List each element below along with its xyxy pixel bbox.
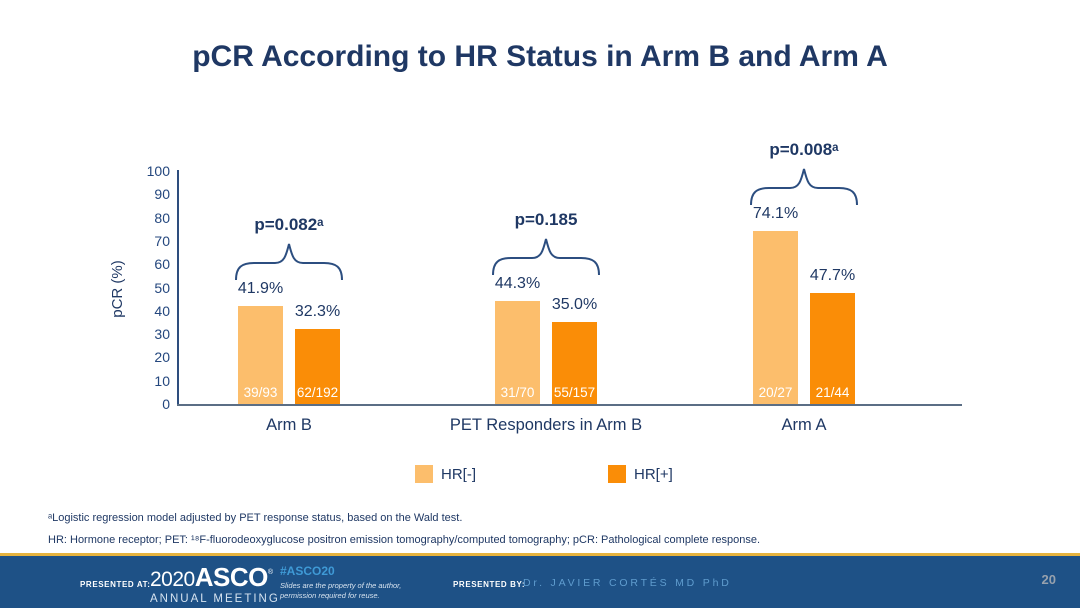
presented-at-label: PRESENTED AT: bbox=[80, 580, 151, 589]
legend-item-hr-neg: HR[-] bbox=[415, 464, 476, 484]
legend-label-hr-neg: HR[-] bbox=[441, 465, 476, 483]
bar-hr-pos-pet-responders-in-arm-b: 55/157 bbox=[552, 322, 597, 404]
count-hr-neg-arm-b: 39/93 bbox=[243, 384, 278, 400]
category-label-arm-a: Arm A bbox=[781, 416, 827, 434]
bar-hr-neg-arm-a: 20/27 bbox=[753, 231, 798, 404]
asco-logo-name: ASCO bbox=[194, 562, 269, 592]
y-tick-label-20: 20 bbox=[154, 349, 170, 366]
y-axis-line bbox=[177, 170, 179, 406]
category-label-arm-b: Arm B bbox=[266, 416, 312, 434]
asco-logo: 2020 ASCO ® ANNUAL MEETING bbox=[150, 562, 280, 605]
y-tick-label-60: 60 bbox=[154, 256, 170, 273]
x-axis-line bbox=[177, 404, 962, 406]
legend-item-hr-pos: HR[+] bbox=[608, 464, 673, 484]
category-label-pet-responders-in-arm-b: PET Responders in Arm B bbox=[449, 416, 643, 434]
p-value-arm-a: p=0.008ᵃ bbox=[769, 140, 839, 160]
y-tick-label-70: 70 bbox=[154, 232, 170, 249]
reuse-disclaimer-line1: Slides are the property of the author, bbox=[280, 581, 402, 590]
brace-pet-responders-in-arm-b bbox=[492, 238, 600, 275]
y-tick-label-30: 30 bbox=[154, 326, 170, 343]
bar-hr-pos-arm-b: 62/192 bbox=[295, 328, 340, 404]
y-tick-label-50: 50 bbox=[154, 279, 170, 296]
slide-title: pCR According to HR Status in Arm B and … bbox=[192, 40, 888, 73]
y-tick-label-90: 90 bbox=[154, 186, 170, 203]
count-hr-pos-arm-b: 62/192 bbox=[296, 384, 339, 400]
value-label-hr-pos-arm-b: 32.3% bbox=[294, 302, 341, 320]
brace-arm-b bbox=[235, 244, 343, 281]
value-label-hr-pos-pet-responders-in-arm-b: 35.0% bbox=[551, 296, 598, 314]
legend-swatch-hr-neg bbox=[415, 465, 433, 483]
legend-swatch-hr-pos bbox=[608, 465, 626, 483]
y-tick-label-0: 0 bbox=[162, 396, 170, 412]
bar-hr-pos-arm-a: 21/44 bbox=[810, 292, 855, 404]
p-value-arm-b: p=0.082ᵃ bbox=[254, 215, 324, 235]
y-axis-tick-labels: 0 10 20 30 40 50 60 70 80 90 100 bbox=[110, 0, 170, 608]
footer-bar: PRESENTED AT: 2020 ASCO ® ANNUAL MEETING #… bbox=[0, 556, 1080, 608]
legend-label-hr-pos: HR[+] bbox=[634, 465, 673, 483]
y-tick-label-100: 100 bbox=[146, 163, 170, 179]
bar-hr-neg-arm-b: 39/93 bbox=[238, 306, 283, 404]
asco-logo-subtitle: ANNUAL MEETING bbox=[150, 593, 280, 605]
asco-logo-year: 2020 bbox=[150, 568, 195, 591]
brace-arm-a bbox=[750, 169, 858, 206]
count-hr-neg-arm-a: 20/27 bbox=[758, 384, 793, 400]
reuse-disclaimer-line2: permission required for reuse. bbox=[280, 590, 380, 600]
value-label-hr-neg-arm-b: 41.9% bbox=[237, 280, 284, 298]
chart-legend: HR[-] HR[+] bbox=[0, 464, 1080, 488]
count-hr-pos-arm-a: 21/44 bbox=[815, 384, 850, 400]
bar-hr-neg-pet-responders-in-arm-b: 31/70 bbox=[495, 300, 540, 404]
y-tick-label-80: 80 bbox=[154, 209, 170, 226]
presenter-name: Dr. JAVIER CORTÉS MD PhD bbox=[523, 577, 732, 589]
y-tick-label-40: 40 bbox=[154, 302, 170, 319]
footer-gold-divider bbox=[0, 553, 1080, 556]
slide-page-number: 20 bbox=[1041, 572, 1056, 587]
y-tick-label-10: 10 bbox=[154, 372, 170, 389]
event-hashtag: #ASCO20 bbox=[280, 564, 335, 578]
registered-trademark-icon: ® bbox=[267, 569, 274, 576]
reuse-disclaimer: Slides are the property of the author, p… bbox=[280, 581, 401, 600]
footnote-abbreviations: HR: Hormone receptor; PET: ¹⁸F-fluorodeo… bbox=[48, 534, 761, 546]
count-hr-neg-pet-responders-in-arm-b: 31/70 bbox=[500, 384, 535, 400]
value-label-hr-neg-arm-a: 74.1% bbox=[752, 205, 799, 223]
value-label-hr-pos-arm-a: 47.7% bbox=[809, 266, 856, 284]
p-value-pet-responders-in-arm-b: p=0.185 bbox=[514, 209, 578, 229]
footnote-statistics: ᵃLogistic regression model adjusted by P… bbox=[48, 512, 463, 524]
value-label-hr-neg-pet-responders-in-arm-b: 44.3% bbox=[494, 274, 541, 292]
count-hr-pos-pet-responders-in-arm-b: 55/157 bbox=[553, 384, 596, 400]
presented-by-label: PRESENTED BY: bbox=[453, 580, 526, 589]
